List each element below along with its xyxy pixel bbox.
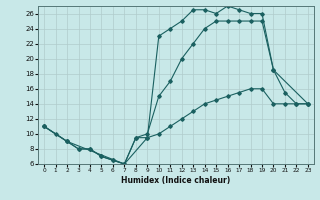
X-axis label: Humidex (Indice chaleur): Humidex (Indice chaleur) (121, 176, 231, 185)
